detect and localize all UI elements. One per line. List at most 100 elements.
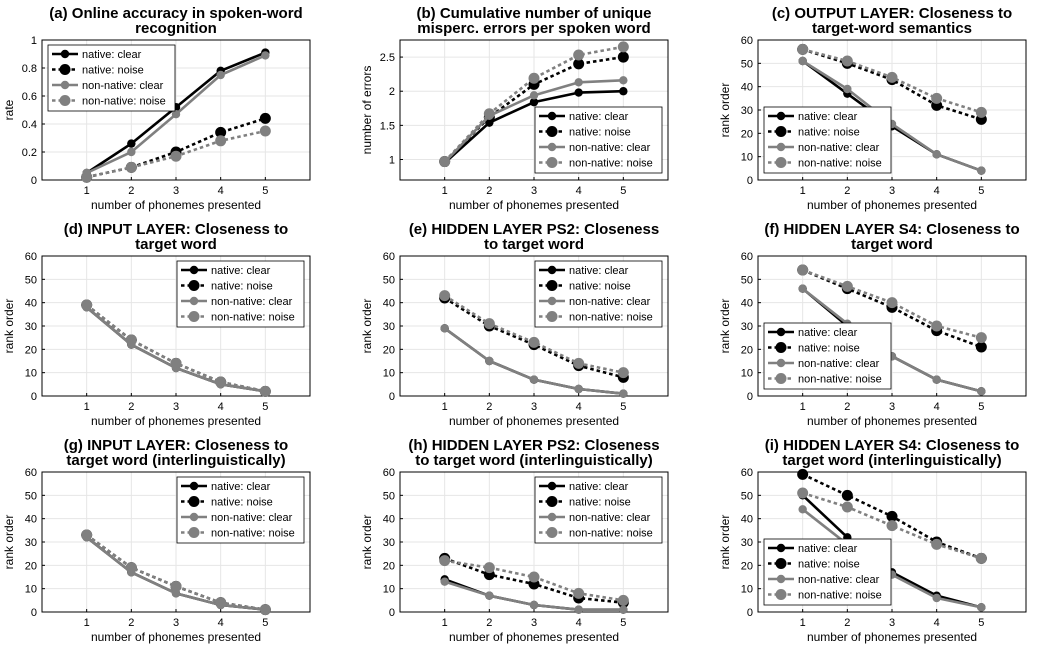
x-tick-label: 4 bbox=[576, 401, 582, 413]
legend-label: non-native: clear bbox=[211, 296, 293, 308]
x-tick-label: 2 bbox=[128, 617, 134, 629]
legend: native: clear native: noise non-native: cl… bbox=[763, 538, 892, 606]
x-tick-label: 4 bbox=[218, 185, 224, 197]
legend-swatch-marker bbox=[59, 64, 71, 75]
legend-box bbox=[176, 476, 305, 544]
chart-panel: (f) HIDDEN LAYER S4: Closeness totarget … bbox=[718, 221, 1027, 428]
x-tick-label: 5 bbox=[262, 401, 268, 413]
x-tick-label: 3 bbox=[531, 617, 537, 629]
y-axis-label: rank order bbox=[718, 299, 732, 354]
legend-swatch-marker bbox=[189, 265, 199, 275]
legend-swatch-marker bbox=[775, 157, 787, 168]
y-axis-label: rank order bbox=[2, 299, 16, 354]
y-axis-label: rank order bbox=[360, 299, 374, 354]
data-point bbox=[619, 76, 628, 85]
data-point bbox=[439, 290, 451, 302]
data-point bbox=[886, 71, 898, 83]
data-point bbox=[797, 468, 809, 480]
y-tick-label: 60 bbox=[741, 467, 753, 479]
data-point bbox=[529, 91, 539, 100]
y-tick-label: 20 bbox=[741, 560, 753, 572]
x-tick-label: 1 bbox=[84, 185, 90, 197]
x-tick-label: 2 bbox=[844, 185, 850, 197]
x-tick-label: 3 bbox=[173, 401, 179, 413]
data-point bbox=[977, 603, 986, 612]
x-axis-label: number of phonemes presented bbox=[91, 414, 261, 428]
data-point bbox=[127, 139, 136, 148]
y-tick-label: 0 bbox=[389, 391, 395, 403]
legend-label: non-native: noise bbox=[569, 158, 653, 170]
legend-swatch-marker bbox=[188, 280, 200, 291]
y-tick-label: 30 bbox=[741, 105, 753, 117]
x-tick-label: 1 bbox=[84, 401, 90, 413]
legend-label: native: noise bbox=[569, 127, 631, 139]
legend-swatch-marker bbox=[60, 80, 70, 90]
y-tick-label: 1.5 bbox=[380, 120, 395, 132]
data-point bbox=[617, 41, 629, 53]
data-point bbox=[215, 376, 227, 388]
chart-title: (b) Cumulative number of unique bbox=[417, 5, 652, 22]
legend-swatch-marker bbox=[776, 574, 786, 584]
legend-swatch-marker bbox=[776, 543, 786, 553]
data-point bbox=[259, 125, 271, 137]
y-tick-label: 10 bbox=[383, 368, 395, 380]
legend: native: clear native: noise non-native: cl… bbox=[176, 476, 305, 544]
data-point bbox=[574, 78, 583, 87]
x-tick-label: 1 bbox=[800, 185, 806, 197]
data-point bbox=[619, 87, 628, 96]
data-point bbox=[439, 156, 451, 168]
legend-swatch-marker bbox=[547, 296, 557, 306]
y-tick-label: 20 bbox=[383, 344, 395, 356]
data-point bbox=[215, 597, 227, 609]
x-tick-label: 4 bbox=[934, 617, 940, 629]
data-point bbox=[841, 501, 853, 513]
data-point bbox=[485, 356, 494, 366]
legend-swatch-marker bbox=[547, 142, 557, 152]
x-tick-label: 3 bbox=[173, 617, 179, 629]
chart-title: (d) INPUT LAYER: Closeness to bbox=[64, 221, 288, 238]
chart-title: (i) HIDDEN LAYER S4: Closeness to bbox=[765, 437, 1020, 454]
y-tick-label: 0 bbox=[31, 391, 37, 403]
y-tick-label: 30 bbox=[25, 537, 37, 549]
data-point bbox=[574, 605, 583, 614]
x-tick-label: 5 bbox=[262, 185, 268, 197]
data-point bbox=[440, 577, 449, 586]
x-axis-label: number of phonemes presented bbox=[807, 414, 977, 428]
chart-panel: (b) Cumulative number of uniquemisperc. … bbox=[360, 5, 669, 212]
data-point bbox=[171, 110, 181, 119]
chart-panel: (c) OUTPUT LAYER: Closeness totarget-wor… bbox=[718, 5, 1027, 212]
y-tick-label: 50 bbox=[383, 274, 395, 286]
data-point bbox=[931, 92, 943, 104]
x-tick-label: 3 bbox=[173, 185, 179, 197]
y-tick-label: 30 bbox=[383, 321, 395, 333]
data-point bbox=[528, 571, 540, 583]
x-tick-label: 2 bbox=[486, 185, 492, 197]
x-tick-label: 5 bbox=[620, 185, 626, 197]
data-point bbox=[573, 357, 585, 369]
data-point bbox=[841, 489, 853, 501]
x-tick-label: 4 bbox=[218, 617, 224, 629]
legend-label: native: noise bbox=[798, 127, 860, 139]
y-axis-label: rank order bbox=[718, 515, 732, 570]
legend-label: non-native: noise bbox=[211, 312, 295, 324]
legend-swatch-marker bbox=[189, 512, 199, 522]
x-tick-label: 3 bbox=[531, 185, 537, 197]
chart-title: target-word semantics bbox=[812, 20, 972, 37]
y-tick-label: 20 bbox=[25, 560, 37, 572]
y-tick-label: 50 bbox=[741, 274, 753, 286]
legend-swatch-marker bbox=[776, 111, 786, 121]
y-tick-label: 40 bbox=[25, 514, 37, 526]
data-point bbox=[483, 562, 495, 574]
legend-label: native: noise bbox=[569, 281, 631, 293]
chart-title: target word (interlinguistically) bbox=[782, 452, 1001, 469]
legend-label: non-native: noise bbox=[798, 158, 882, 170]
legend-label: native: clear bbox=[798, 327, 858, 339]
data-point bbox=[170, 580, 182, 592]
data-point bbox=[125, 161, 137, 173]
legend-label: native: noise bbox=[211, 497, 273, 509]
y-tick-label: 0 bbox=[31, 607, 37, 619]
x-tick-label: 2 bbox=[844, 401, 850, 413]
legend-swatch-marker bbox=[188, 496, 200, 507]
legend-swatch-marker bbox=[775, 558, 787, 569]
